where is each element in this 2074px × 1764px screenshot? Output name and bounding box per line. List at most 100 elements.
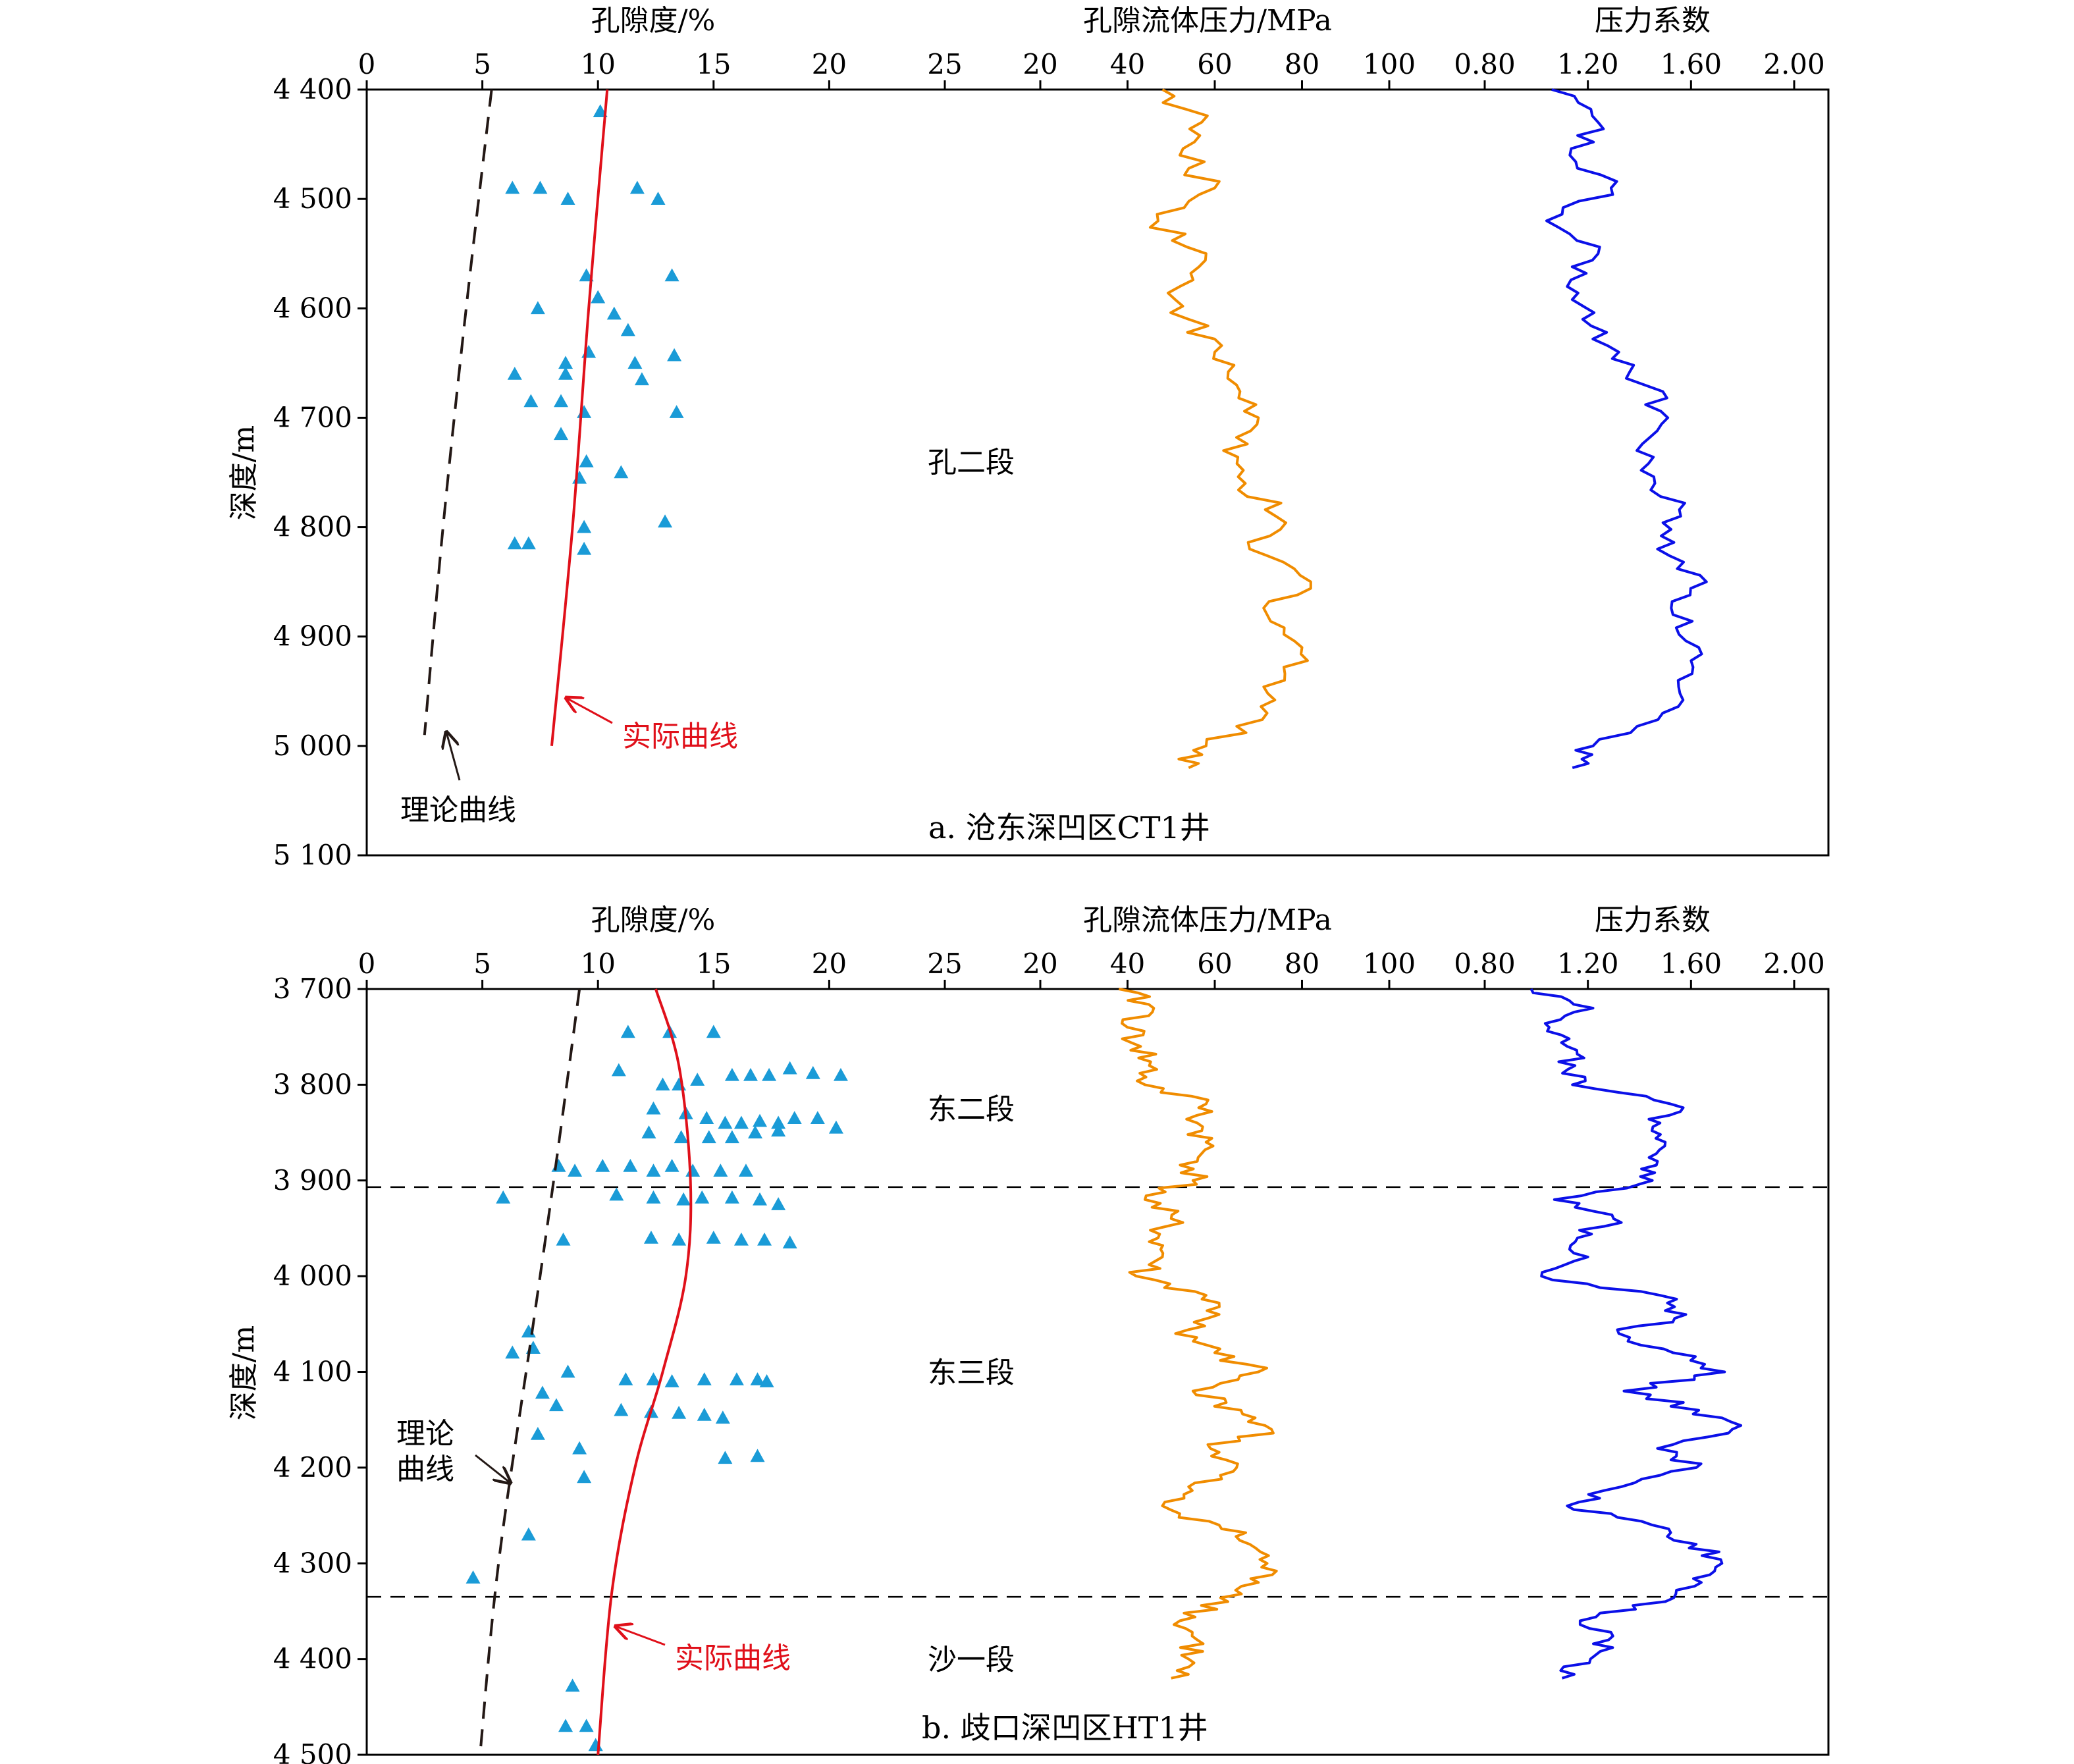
porosity-point (724, 1067, 739, 1081)
porosity-point (521, 536, 536, 550)
y-tick-label: 4 000 (273, 1260, 352, 1292)
porosity-point (577, 1470, 592, 1483)
porosity-point (554, 427, 569, 441)
porosity-point (572, 1441, 587, 1455)
porosity-point (554, 394, 569, 408)
coefficient-x-tick-label: 1.60 (1661, 948, 1722, 980)
panel-b-actual-label: 实际曲线 (675, 1642, 791, 1675)
porosity-point (750, 1449, 765, 1462)
porosity-point (634, 372, 649, 386)
pressure-x-tick-label: 20 (1023, 948, 1057, 980)
porosity-point (771, 1115, 786, 1129)
porosity-point (558, 1719, 573, 1732)
porosity-x-tick-label: 20 (812, 48, 847, 80)
porosity-point (697, 1407, 712, 1421)
panel-b-y-axis: 3 700 3 800 3 900 4 000 4 100 4 200 4 300 4 400… (273, 973, 367, 1764)
porosity-point (669, 405, 684, 418)
porosity-point (805, 1065, 820, 1079)
porosity-point (664, 1374, 679, 1387)
porosity-point (614, 1403, 629, 1416)
porosity-point (618, 1372, 633, 1385)
y-tick-label: 3 700 (273, 973, 352, 1005)
y-tick-label: 4 600 (273, 292, 352, 324)
porosity-point (672, 1406, 687, 1419)
pressure-x-tick-label: 20 (1023, 48, 1057, 80)
porosity-x-tick-label: 5 (473, 48, 491, 80)
porosity-point (729, 1372, 744, 1385)
coefficient-x-tick-label: 1.20 (1557, 48, 1619, 80)
y-tick-label: 3 800 (273, 1068, 352, 1100)
panel-a-coef-xlabel: 压力系数 (1595, 4, 1711, 38)
y-tick-label: 5 100 (273, 839, 352, 871)
zone-label: 沙一段 (928, 1644, 1015, 1677)
y-tick-label: 4 500 (273, 1738, 352, 1764)
porosity-point (718, 1451, 733, 1464)
coefficient-x-tick-label: 0.80 (1454, 948, 1516, 980)
porosity-point (833, 1067, 848, 1081)
pressure-x-tick-label: 60 (1197, 48, 1232, 80)
panel-b-porosity-points (465, 1025, 848, 1751)
porosity-point (579, 1719, 594, 1732)
porosity-point (706, 1230, 721, 1244)
panel-a-zone-labels: 孔二段 (928, 446, 1015, 479)
porosity-point (701, 1130, 716, 1144)
y-tick-label: 4 100 (273, 1356, 352, 1388)
porosity-point (577, 405, 592, 418)
porosity-point (533, 180, 548, 194)
porosity-point (782, 1061, 797, 1075)
porosity-point (676, 1192, 691, 1206)
porosity-point (530, 301, 545, 315)
porosity-point (507, 536, 522, 550)
y-tick-label: 4 700 (273, 401, 352, 433)
porosity-point (521, 1527, 536, 1541)
panel-b-actual-arrow (616, 1626, 666, 1646)
porosity-point (753, 1192, 768, 1206)
panel-b-pressure-line (1118, 988, 1278, 1680)
porosity-point (753, 1113, 768, 1127)
porosity-point (771, 1123, 786, 1136)
coefficient-x-tick-label: 0.80 (1454, 48, 1516, 80)
panel-b-ylabel: 深度/m (227, 1325, 261, 1421)
panel-b-coefficient-line (1529, 988, 1743, 1680)
porosity-point (505, 1345, 520, 1359)
porosity-point (588, 1738, 603, 1751)
porosity-point (581, 344, 597, 358)
panel-b-x-axes: 0 5 10 15 20 25 20 40 60 80 100 0.80 1.20 1.60 2.00 (358, 948, 1825, 990)
coefficient-x-tick-label: 1.20 (1557, 948, 1619, 980)
porosity-point (507, 366, 522, 380)
panel-a-chart: 深度/m 4 400 4 500 4 600 4 700 4 800 4 900 5 000… (227, 4, 1830, 871)
porosity-x-tick-label: 25 (927, 948, 962, 980)
porosity-point (568, 1163, 583, 1177)
porosity-point (674, 1130, 689, 1144)
porosity-point (724, 1130, 739, 1144)
porosity-point (690, 1073, 705, 1086)
panel-a-porosity-xlabel: 孔隙度/% (591, 4, 716, 38)
porosity-x-tick-label: 0 (358, 48, 376, 80)
panel-a-y-axis: 4 400 4 500 4 600 4 700 4 800 4 900 5 000 5 100 (273, 73, 367, 871)
porosity-point (614, 465, 629, 479)
panel-b-title: b. 歧口深凹区HT1井 (922, 1710, 1208, 1746)
porosity-point (757, 1232, 772, 1246)
y-tick-label: 5 000 (273, 730, 352, 762)
y-tick-label: 4 200 (273, 1451, 352, 1483)
porosity-point (782, 1235, 797, 1249)
panel-b-coef-xlabel: 压力系数 (1595, 903, 1711, 937)
porosity-point (535, 1385, 550, 1399)
porosity-point (558, 366, 573, 380)
coefficient-x-tick-label: 2.00 (1763, 48, 1825, 80)
porosity-point (738, 1163, 753, 1177)
porosity-point (697, 1372, 712, 1385)
porosity-x-tick-label: 15 (696, 48, 731, 80)
y-tick-label: 4 800 (273, 511, 352, 543)
y-tick-label: 4 400 (273, 1643, 352, 1675)
porosity-x-tick-label: 25 (927, 48, 962, 80)
porosity-point (595, 1158, 610, 1172)
y-tick-label: 3 900 (273, 1164, 352, 1196)
porosity-point (579, 454, 594, 468)
porosity-point (465, 1570, 481, 1584)
coefficient-x-tick-label: 1.60 (1661, 48, 1722, 80)
porosity-point (560, 1364, 575, 1378)
panel-a-actual-curve (550, 89, 609, 747)
porosity-point (672, 1232, 687, 1246)
porosity-point (505, 180, 520, 194)
